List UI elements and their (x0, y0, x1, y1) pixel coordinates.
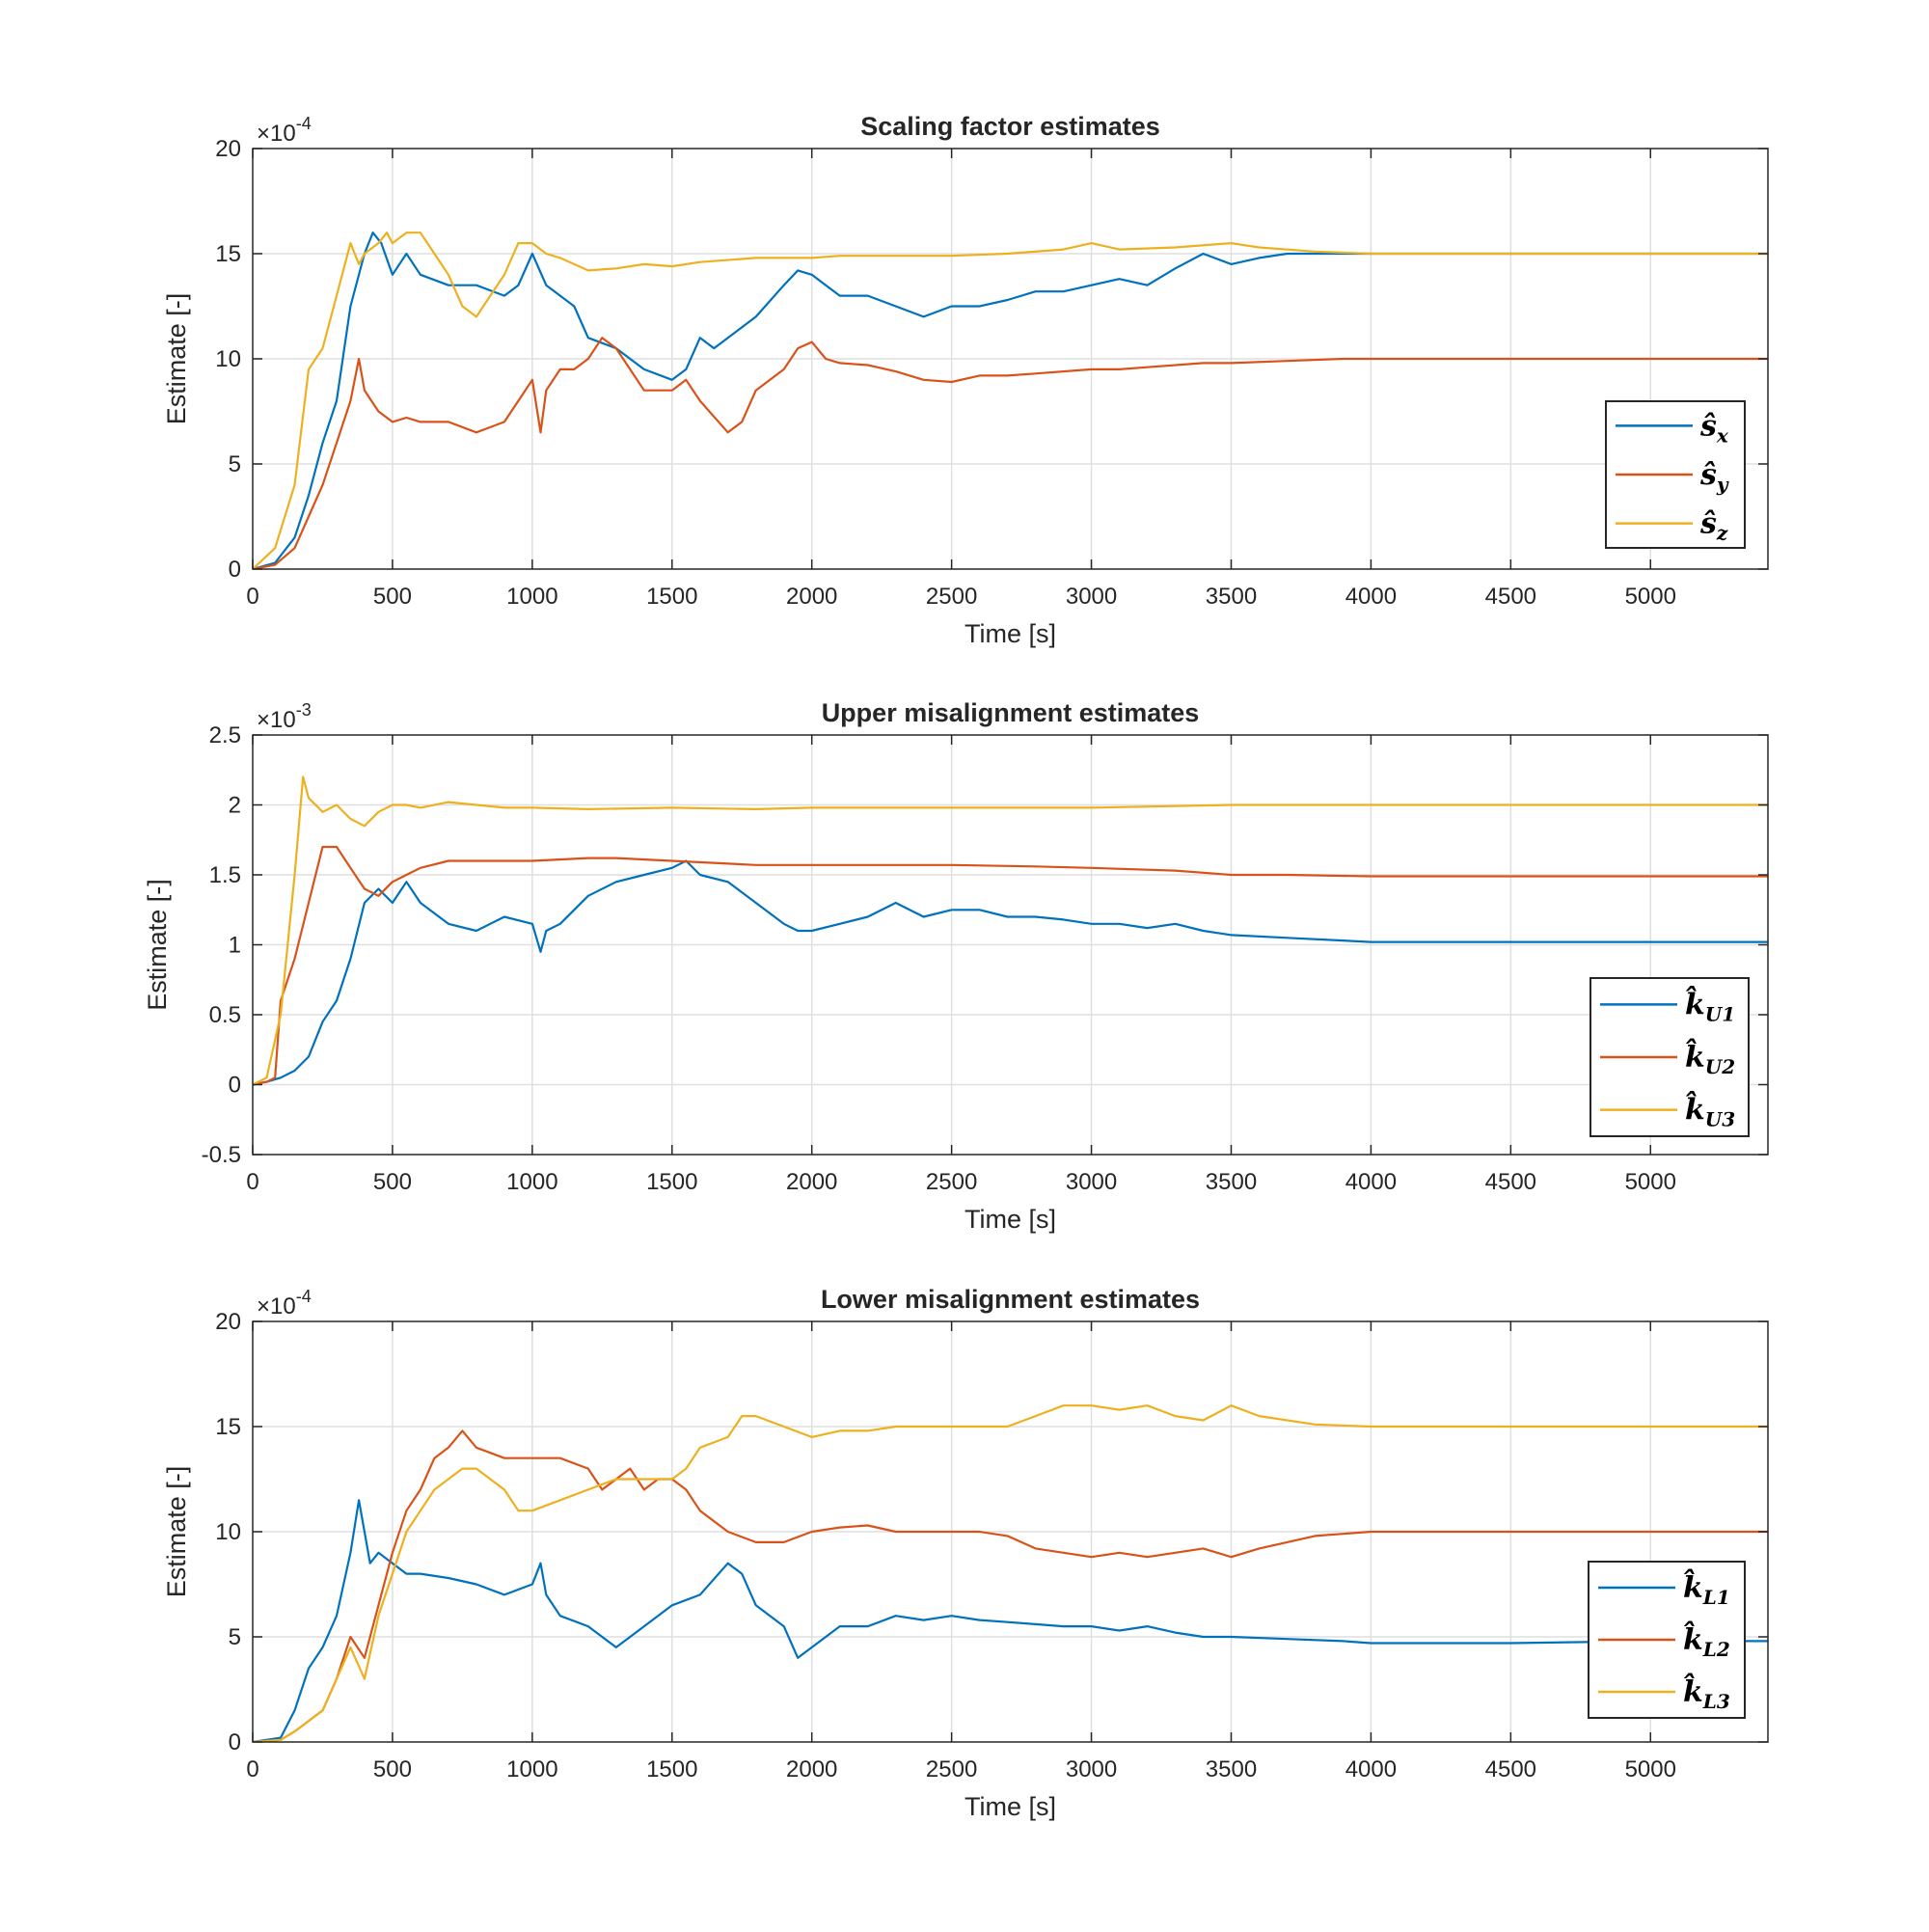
x-tick-label: 3000 (1066, 1756, 1117, 1782)
x-tick-label: 2000 (786, 1756, 837, 1782)
x-tick-label: 1000 (506, 1169, 557, 1195)
y-axis-label: Estimate [-] (143, 879, 172, 1011)
y-tick-label: 20 (215, 136, 241, 162)
x-tick-label: 500 (373, 1169, 412, 1195)
x-tick-label: 3500 (1206, 584, 1257, 610)
legend-label-1: k̂U1 (1685, 986, 1735, 1025)
y-tick-label: 20 (215, 1309, 241, 1335)
x-tick-label: 500 (373, 1756, 412, 1782)
series-line-3 (253, 776, 1768, 1086)
y-tick-label: 5 (229, 1624, 241, 1650)
legend: k̂L1 k̂L2 k̂L3 (1588, 1561, 1746, 1719)
x-tick-label: 1500 (646, 1756, 697, 1782)
y-exponent-label: ×10-4 (257, 114, 312, 147)
x-tick-label: 3000 (1066, 584, 1117, 610)
y-axis-label: Estimate [-] (162, 293, 191, 425)
y-tick-label: 0.5 (209, 1002, 241, 1028)
x-tick-label: 4500 (1485, 584, 1536, 610)
x-tick-label: 2000 (786, 584, 837, 610)
x-tick-label: 500 (373, 584, 412, 610)
x-tick-label: 4000 (1345, 1756, 1397, 1782)
scaling-factor-panel: 0 500 1000 1500 2000 2500 3000 3500 4000 4500 5000… (162, 112, 1769, 648)
series-group (253, 776, 1768, 1086)
x-tick-label: 1500 (646, 1169, 697, 1195)
y-axis-label: Estimate [-] (162, 1466, 191, 1598)
legend-label-1: ŝx (1699, 409, 1729, 447)
chart-title: Upper misalignment estimates (822, 698, 1200, 727)
legend: k̂U1 k̂U2 k̂U3 (1589, 977, 1750, 1137)
x-axis-label: Time [s] (964, 619, 1056, 648)
x-tick-label: 0 (246, 584, 258, 610)
x-tick-label: 1000 (506, 1756, 557, 1782)
legend-label-2: ŝy (1699, 458, 1729, 496)
lower-misalignment-panel: 0 500 1000 1500 2000 2500 3000 3500 4000 4500 5000… (162, 1285, 1769, 1821)
x-tick-label: 5000 (1625, 584, 1676, 610)
chart-title: Lower misalignment estimates (821, 1285, 1200, 1314)
legend-label-3: k̂U3 (1685, 1091, 1735, 1130)
series-line-3 (253, 231, 1768, 569)
x-tick-label: 4000 (1345, 584, 1397, 610)
x-tick-label: 2500 (926, 1756, 977, 1782)
legend: ŝx ŝy ŝz (1605, 400, 1746, 549)
legend-label-1: k̂L1 (1683, 1569, 1730, 1609)
y-tick-label: 2 (229, 793, 241, 819)
y-tick-label: 1 (229, 933, 241, 959)
x-tick-label: 3500 (1206, 1169, 1257, 1195)
y-tick-label: 0 (229, 1729, 241, 1755)
legend-label-2: k̂U2 (1685, 1039, 1735, 1078)
y-tick-label: 10 (215, 1519, 241, 1545)
series-line-2 (253, 337, 1768, 569)
y-tick-label: 10 (215, 346, 241, 372)
x-tick-label: 1000 (506, 584, 557, 610)
x-axis-label: Time [s] (964, 1792, 1056, 1821)
series-line-1 (253, 231, 1768, 569)
y-tick-label: 1.5 (209, 862, 241, 888)
y-exponent-label: ×10-3 (257, 700, 312, 733)
series-line-1 (253, 1499, 1768, 1742)
upper-misalignment-panel: 0 500 1000 1500 2000 2500 3000 3500 4000 4500 5000… (143, 698, 1769, 1234)
x-tick-label: 0 (246, 1756, 258, 1782)
y-tick-label: 0 (229, 1073, 241, 1099)
y-tick-label: 5 (229, 451, 241, 477)
chart-title: Scaling factor estimates (860, 112, 1160, 141)
x-tick-label: 2000 (786, 1169, 837, 1195)
y-tick-label: 15 (215, 1414, 241, 1440)
x-tick-label: 0 (246, 1169, 258, 1195)
x-tick-label: 3000 (1066, 1169, 1117, 1195)
x-tick-label: 2500 (926, 584, 977, 610)
series-group (253, 1404, 1768, 1742)
series-line-3 (253, 1404, 1768, 1742)
x-tick-label: 4500 (1485, 1169, 1536, 1195)
x-axis-label: Time [s] (964, 1205, 1056, 1234)
y-tick-label: 2.5 (209, 722, 241, 748)
x-tick-label: 2500 (926, 1169, 977, 1195)
x-tick-label: 4000 (1345, 1169, 1397, 1195)
x-tick-label: 4500 (1485, 1756, 1536, 1782)
series-line-2 (253, 845, 1768, 1086)
x-tick-label: 5000 (1625, 1756, 1676, 1782)
y-tick-label: -0.5 (202, 1142, 241, 1168)
x-tick-label: 3500 (1206, 1756, 1257, 1782)
x-tick-label: 5000 (1625, 1169, 1676, 1195)
legend-label-3: ŝz (1699, 507, 1728, 545)
y-exponent-label: ×10-4 (257, 1287, 312, 1320)
series-line-2 (253, 1429, 1768, 1742)
x-tick-label: 1500 (646, 584, 697, 610)
legend-label-2: k̂L2 (1683, 1621, 1730, 1661)
legend-label-3: k̂L3 (1683, 1673, 1730, 1713)
series-group (253, 231, 1768, 569)
y-tick-label: 0 (229, 557, 241, 583)
y-tick-label: 15 (215, 241, 241, 267)
